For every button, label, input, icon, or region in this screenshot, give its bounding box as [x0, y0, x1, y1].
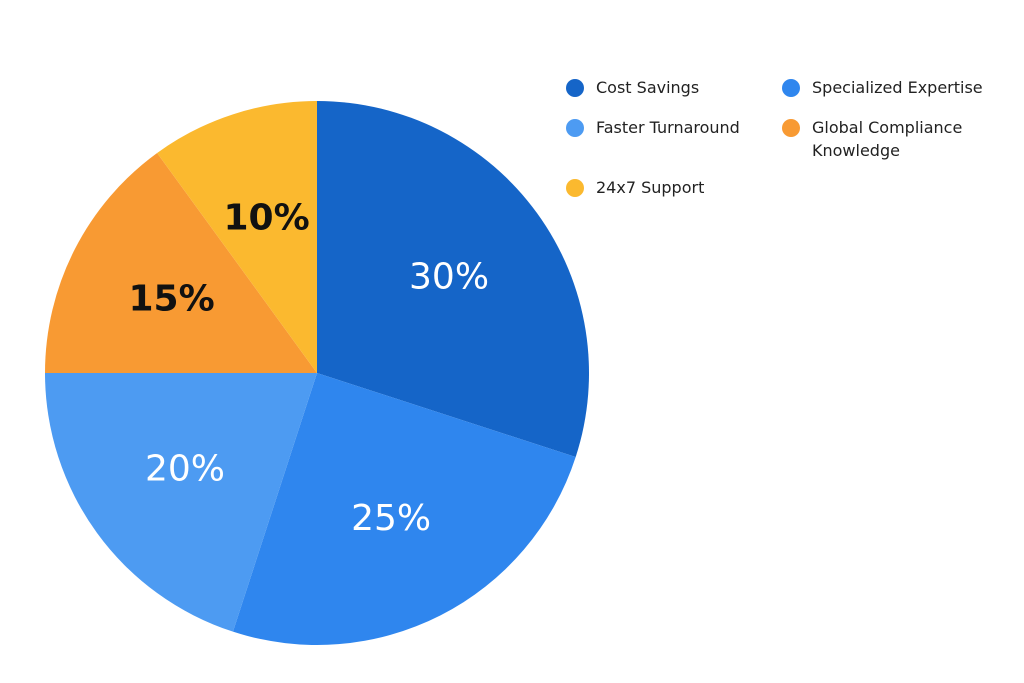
pie-value-label-faster-turnaround: 20% — [145, 448, 225, 489]
pie-slice-24x7-support — [157, 101, 317, 373]
pie-value-label-specialized-expertise: 25% — [351, 498, 431, 539]
legend-label: Global Compliance Knowledge — [812, 118, 963, 160]
pie-value-labels: 30% 25% 20% 15%10% — [129, 197, 490, 539]
legend: Cost Savings Specialized Expertise Faste… — [566, 76, 1006, 202]
legend-swatch-icon — [782, 79, 800, 97]
legend-swatch-icon — [566, 119, 584, 137]
pie-slices — [45, 101, 589, 645]
legend-label: 24x7 Support — [596, 178, 705, 197]
legend-item-cost-savings[interactable]: Cost Savings — [566, 76, 772, 102]
pie-value-label-global-compliance-knowledge: 15% — [129, 278, 215, 319]
legend-swatch-icon — [566, 179, 584, 197]
legend-swatch-icon — [782, 119, 800, 137]
legend-item-specialized-expertise[interactable]: Specialized Expertise — [782, 76, 1002, 102]
legend-item-24x7-support[interactable]: 24x7 Support — [566, 176, 772, 202]
legend-label: Faster Turnaround — [596, 118, 740, 137]
pie-slice-cost-savings — [317, 101, 589, 458]
pie-slice-specialized-expertise — [232, 373, 576, 645]
legend-swatch-icon — [566, 79, 584, 97]
pie-slice-global-compliance-knowledge — [45, 152, 317, 373]
legend-label: Specialized Expertise — [812, 78, 983, 97]
pie-value-label-24x7-support: 10% — [223, 197, 309, 238]
pie-slice-faster-turnaround — [45, 373, 317, 632]
legend-item-global-compliance-knowledge[interactable]: Global Compliance Knowledge — [782, 116, 1002, 162]
legend-item-faster-turnaround[interactable]: Faster Turnaround — [566, 116, 772, 162]
legend-label: Cost Savings — [596, 78, 700, 97]
pie-value-label-cost-savings: 30% — [409, 257, 489, 298]
